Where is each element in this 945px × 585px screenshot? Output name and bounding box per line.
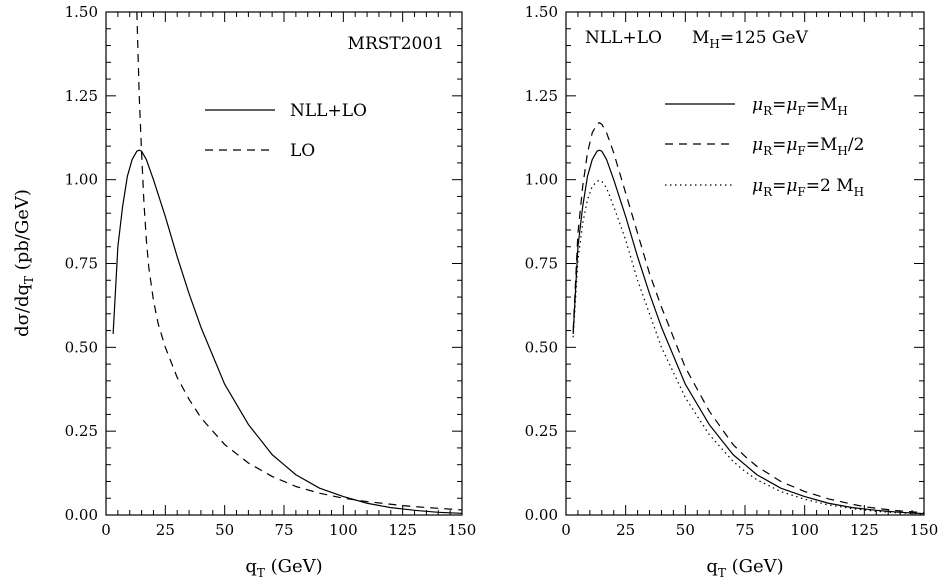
left-ytick-label: 1.25 <box>65 87 98 105</box>
left-series-line-dashed-1 <box>136 11 463 511</box>
legend-label-mu-2mh: μR=μF=2 MH <box>752 176 864 199</box>
left-xtick-label: 25 <box>156 521 175 539</box>
left-ticks: 0 25 50 75 100 125 150 0.00 0.25 0.50 0.75 1.00 1.25… <box>65 3 477 539</box>
left-xtick-label: 100 <box>329 521 358 539</box>
left-legend: NLL+LO LO <box>205 101 367 161</box>
left-xaxis-title: qT (GeV) <box>245 556 322 580</box>
left-xtick-label: 75 <box>274 521 293 539</box>
left-xtick-label: 150 <box>448 521 477 539</box>
right-annotation: NLL+LO MH=125 GeV <box>585 28 809 51</box>
legend-label-nll-lo: NLL+LO <box>290 101 367 121</box>
right-series-line-dotted-2 <box>572 179 925 515</box>
right-xtick-label: 75 <box>735 521 754 539</box>
left-annotation: MRST2001 <box>348 34 444 54</box>
left-series <box>112 11 463 514</box>
left-ytick-label: 0.25 <box>65 422 98 440</box>
right-series-line-dashed-1 <box>572 122 925 514</box>
left-ytick-label: 0.50 <box>65 338 98 356</box>
legend-label-lo: LO <box>290 141 315 161</box>
left-xtick-label: 0 <box>101 521 111 539</box>
right-ticks: 0 25 50 75 100 125 150 0.00 0.25 0.50 0.75 1.00 1.25… <box>525 3 939 539</box>
right-ytick-label: 1.50 <box>525 3 558 21</box>
right-plot-frame <box>565 11 925 516</box>
right-ytick-label: 0.75 <box>525 255 558 273</box>
right-xtick-label: 50 <box>676 521 695 539</box>
right-legend: μR=μF=MH μR=μF=MH/2 μR=μF=2 MH <box>665 95 864 199</box>
right-series <box>572 122 925 515</box>
left-ytick-label: 0.75 <box>65 255 98 273</box>
right-ytick-label: 0.50 <box>525 338 558 356</box>
left-xtick-label: 125 <box>388 521 417 539</box>
left-ytick-label: 0.00 <box>65 506 98 524</box>
right-xtick-label: 25 <box>616 521 635 539</box>
right-xtick-label: 125 <box>850 521 879 539</box>
left-panel: 0 25 50 75 100 125 150 0.00 0.25 0.50 0.75 1.00 1.25… <box>12 3 476 580</box>
right-ytick-label: 0.00 <box>525 506 558 524</box>
right-xtick-label: 100 <box>790 521 819 539</box>
right-xtick-label: 0 <box>561 521 571 539</box>
left-ytick-label: 1.50 <box>65 3 98 21</box>
right-ytick-label: 0.25 <box>525 422 558 440</box>
left-yaxis-title: dσ/dqT (pb/GeV) <box>12 189 36 337</box>
legend-label-mu-mh-half: μR=μF=MH/2 <box>752 135 864 158</box>
left-xtick-label: 50 <box>215 521 234 539</box>
left-ytick-label: 1.00 <box>65 171 98 189</box>
left-plot-frame <box>105 11 463 516</box>
right-ytick-label: 1.00 <box>525 171 558 189</box>
legend-label-mu-mh: μR=μF=MH <box>752 95 848 118</box>
right-panel: 0 25 50 75 100 125 150 0.00 0.25 0.50 0.75 1.00 1.25… <box>525 3 939 580</box>
right-series-line-solid-0 <box>572 149 925 515</box>
right-xaxis-title: qT (GeV) <box>706 556 783 580</box>
right-ytick-label: 1.25 <box>525 87 558 105</box>
right-xtick-label: 150 <box>910 521 939 539</box>
left-series-line-solid-0 <box>112 149 463 514</box>
